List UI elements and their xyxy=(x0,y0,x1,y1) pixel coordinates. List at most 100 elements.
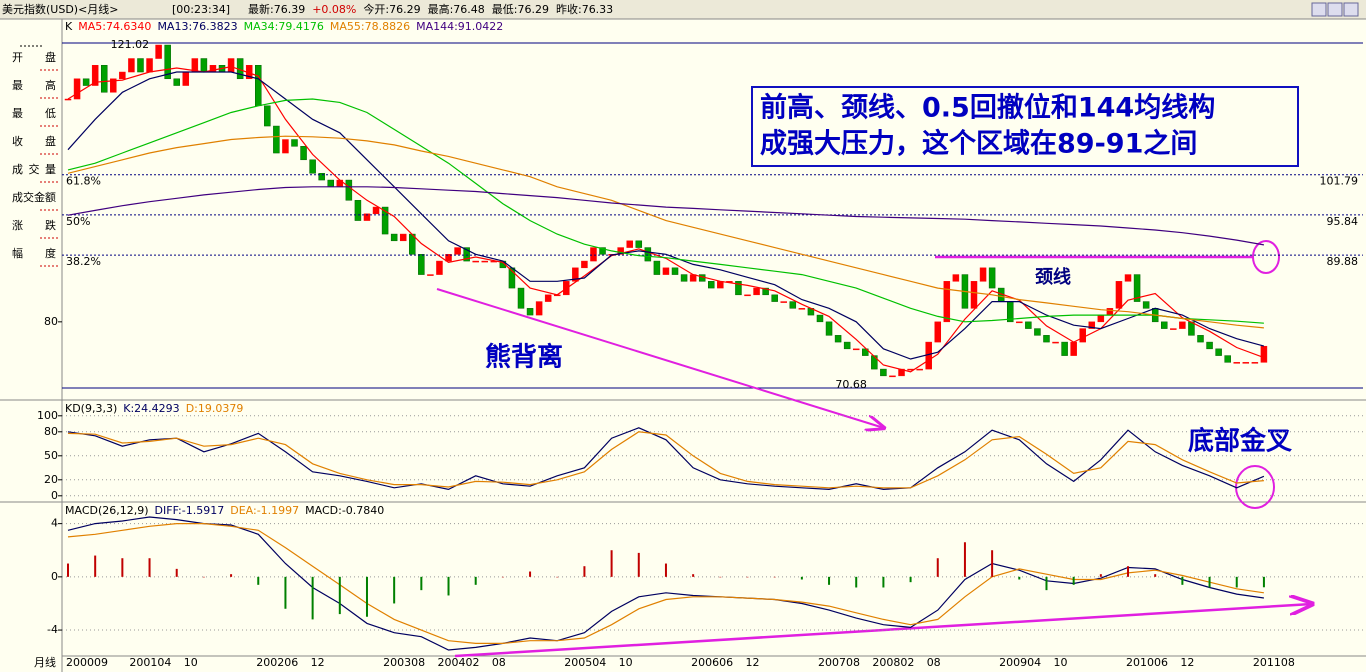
candle xyxy=(454,247,461,255)
series-line xyxy=(67,98,1264,324)
macd-bar xyxy=(692,574,695,577)
macd-bar xyxy=(1045,576,1048,591)
macd-bar xyxy=(637,552,640,577)
annotation-box xyxy=(751,86,1299,167)
candle xyxy=(871,355,878,370)
macd-bar xyxy=(1099,574,1102,577)
annotation-text: 前高、颈线、0.5回撤位和144均线构 xyxy=(760,92,1215,124)
candle xyxy=(164,44,171,80)
header-field: 最高:76.48 xyxy=(428,2,485,16)
candle xyxy=(952,274,960,282)
x-tick-label: 08 xyxy=(492,656,506,669)
x-tick-label: 201108 xyxy=(1253,656,1295,669)
y-tick-label: 20 xyxy=(44,473,58,486)
macd-bar xyxy=(1072,576,1075,585)
fib-value: 89.88 xyxy=(1327,255,1359,268)
macd-bar xyxy=(800,576,803,580)
x-tick-label: 201006 xyxy=(1126,656,1168,669)
legend-entry: K xyxy=(65,20,73,33)
candle xyxy=(590,247,597,262)
button-next[interactable] xyxy=(1327,2,1343,17)
candle xyxy=(825,321,833,336)
y-tick-label: 0 xyxy=(51,489,58,502)
macd-bar xyxy=(1154,574,1157,577)
candle xyxy=(128,58,135,73)
candle xyxy=(399,233,407,242)
candle xyxy=(481,260,489,263)
sidebar-label: 涨跌 xyxy=(12,218,56,232)
macd-bar xyxy=(1181,576,1184,585)
candle xyxy=(64,98,72,101)
candle xyxy=(427,274,434,276)
candle xyxy=(1251,362,1259,364)
candle xyxy=(1043,335,1050,343)
candle xyxy=(200,58,208,73)
x-tick-label: 200308 xyxy=(383,656,425,669)
legend-entry: MACD(26,12,9) xyxy=(65,504,149,517)
candle xyxy=(1260,345,1268,363)
candle xyxy=(744,294,751,297)
candle xyxy=(327,179,334,188)
candle xyxy=(644,247,652,262)
candle xyxy=(436,260,443,275)
candle xyxy=(581,260,588,269)
fib-value: 101.79 xyxy=(1320,175,1359,188)
candle xyxy=(155,44,162,59)
x-tick-label: 200904 xyxy=(999,656,1041,669)
candle xyxy=(100,65,108,93)
candle xyxy=(227,58,235,73)
candle xyxy=(680,274,688,282)
annotation-text: 熊背离 xyxy=(485,342,563,373)
candle xyxy=(363,213,371,221)
candle xyxy=(1197,335,1204,343)
header-field: 最低:76.29 xyxy=(492,3,549,16)
candle xyxy=(798,308,806,310)
button-close[interactable] xyxy=(1343,2,1359,17)
legend-entry: D:19.0379 xyxy=(186,402,244,415)
candle xyxy=(372,206,380,215)
macd-bar xyxy=(257,576,260,585)
sidebar-label: 最低 xyxy=(12,107,56,120)
candle xyxy=(780,301,787,303)
candle xyxy=(789,301,797,309)
candle xyxy=(381,206,389,235)
x-tick-label: 12 xyxy=(1180,656,1194,669)
candle xyxy=(852,348,860,351)
candle xyxy=(1161,321,1168,329)
series-line xyxy=(67,71,1265,360)
macd-bar xyxy=(746,576,749,578)
macd-bar xyxy=(284,576,287,609)
x-tick-label: 08 xyxy=(927,656,941,669)
legend-entry: DEA:-1.1997 xyxy=(230,504,299,517)
macd-bar xyxy=(393,576,396,604)
macd-bar xyxy=(202,576,205,578)
candle xyxy=(771,294,778,302)
candle xyxy=(1025,321,1032,329)
candle xyxy=(182,71,190,86)
macd-bar xyxy=(67,563,69,577)
macd-bar xyxy=(420,576,423,591)
macd-bar xyxy=(1018,576,1021,580)
candle xyxy=(544,294,552,302)
macd-bar xyxy=(230,574,233,577)
y-tick-label: 50 xyxy=(44,449,58,462)
candle xyxy=(1106,308,1114,316)
y-tick-label: 0 xyxy=(51,570,58,583)
macd-bar xyxy=(447,576,450,596)
macd-bar xyxy=(175,568,178,577)
macd-bar xyxy=(936,558,939,577)
arrow xyxy=(454,604,1312,658)
y-tick-label: 4 xyxy=(51,517,58,530)
header-bar xyxy=(0,0,1366,19)
macd-bar xyxy=(882,576,885,588)
x-tick-label: 200504 xyxy=(564,656,606,669)
candle xyxy=(1170,328,1177,330)
macd-bar xyxy=(963,542,966,577)
button-prev[interactable] xyxy=(1311,2,1327,17)
header-field: 今开:76.29 xyxy=(363,2,420,16)
header-title: 美元指数(USD)<月线> xyxy=(2,2,119,16)
macd-bar xyxy=(1235,576,1238,588)
candle xyxy=(1079,328,1086,343)
macd-bar xyxy=(94,555,97,577)
